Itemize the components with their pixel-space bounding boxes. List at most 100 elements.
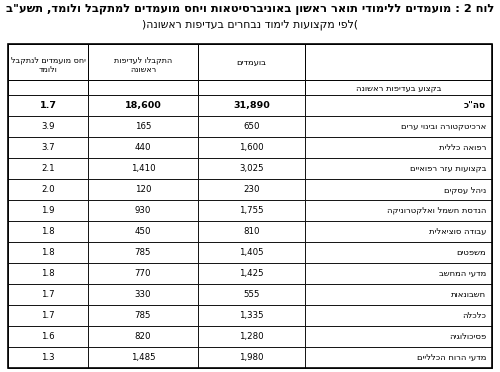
Bar bbox=[8, 284, 88, 305]
Bar bbox=[8, 179, 88, 200]
Text: 3.7: 3.7 bbox=[41, 143, 55, 152]
Text: 1,425: 1,425 bbox=[239, 269, 264, 278]
Bar bbox=[198, 263, 305, 284]
Text: 31,890: 31,890 bbox=[233, 101, 270, 110]
Text: הלכלכ: הלכלכ bbox=[462, 311, 486, 320]
Text: תופידעל ולבקתה: תופידעל ולבקתה bbox=[114, 55, 172, 64]
Bar bbox=[88, 200, 198, 221]
Bar bbox=[198, 242, 305, 263]
Bar bbox=[8, 242, 88, 263]
Bar bbox=[88, 242, 198, 263]
Text: 1,410: 1,410 bbox=[130, 164, 156, 173]
Bar bbox=[88, 158, 198, 179]
Text: 785: 785 bbox=[135, 248, 151, 257]
Text: םירע יוניבו הרוטקטיכרא: םירע יוניבו הרוטקטיכרא bbox=[401, 122, 486, 131]
Text: 1,980: 1,980 bbox=[240, 353, 264, 362]
Bar bbox=[8, 221, 88, 242]
Text: םיטפשמ: םיטפשמ bbox=[456, 248, 486, 257]
Text: 1.8: 1.8 bbox=[41, 269, 55, 278]
Bar bbox=[305, 242, 492, 263]
Text: 440: 440 bbox=[135, 143, 151, 152]
Text: 770: 770 bbox=[135, 269, 151, 278]
Bar bbox=[198, 137, 305, 158]
Bar bbox=[8, 44, 492, 368]
Bar bbox=[88, 263, 198, 284]
Text: כ"הס: כ"הס bbox=[464, 101, 486, 110]
Text: 1,600: 1,600 bbox=[239, 143, 264, 152]
Text: 1,755: 1,755 bbox=[239, 206, 264, 215]
Bar bbox=[198, 95, 305, 116]
Text: םידמעוב: םידמעוב bbox=[236, 58, 266, 67]
Text: 930: 930 bbox=[135, 206, 151, 215]
Text: תילאיצוס הדובע: תילאיצוס הדובע bbox=[428, 227, 486, 236]
Bar bbox=[8, 305, 88, 326]
Bar bbox=[305, 284, 492, 305]
Text: 555: 555 bbox=[243, 290, 260, 299]
Text: 1.7: 1.7 bbox=[41, 290, 55, 299]
Bar bbox=[198, 80, 305, 95]
Text: 18,600: 18,600 bbox=[124, 101, 162, 110]
Bar bbox=[8, 347, 88, 368]
Text: 2.0: 2.0 bbox=[41, 185, 55, 194]
Bar bbox=[305, 158, 492, 179]
Text: 1.7: 1.7 bbox=[41, 311, 55, 320]
Text: הקינורטקלאו למשח תסדנה: הקינורטקלאו למשח תסדנה bbox=[386, 206, 486, 215]
Bar bbox=[88, 179, 198, 200]
Bar bbox=[305, 305, 492, 326]
Bar bbox=[88, 80, 198, 95]
Text: 450: 450 bbox=[135, 227, 151, 236]
Text: םייללכה חורה יעדמ: םייללכה חורה יעדמ bbox=[416, 353, 486, 362]
Text: 1,280: 1,280 bbox=[239, 332, 264, 341]
Bar bbox=[305, 95, 492, 116]
Bar bbox=[305, 263, 492, 284]
Text: 1.7: 1.7 bbox=[40, 101, 56, 110]
Text: בשחמה יעדמ: בשחמה יעדמ bbox=[439, 269, 486, 278]
Text: 330: 330 bbox=[135, 290, 151, 299]
Bar bbox=[8, 80, 88, 95]
Bar bbox=[198, 44, 305, 80]
Text: )הנושאר תופידעב םירחבנ דומיל תועוצקמ יפל(: )הנושאר תופידעב םירחבנ דומיל תועוצקמ יפל… bbox=[142, 20, 358, 31]
Bar bbox=[305, 137, 492, 158]
Text: 1,335: 1,335 bbox=[239, 311, 264, 320]
Bar bbox=[305, 80, 492, 95]
Bar bbox=[198, 158, 305, 179]
Bar bbox=[8, 44, 88, 80]
Text: 230: 230 bbox=[243, 185, 260, 194]
Bar bbox=[8, 116, 88, 137]
Bar bbox=[8, 200, 88, 221]
Bar bbox=[305, 326, 492, 347]
Text: 120: 120 bbox=[135, 185, 151, 194]
Bar bbox=[305, 179, 492, 200]
Bar bbox=[88, 284, 198, 305]
Text: 650: 650 bbox=[243, 122, 260, 131]
Bar bbox=[305, 116, 492, 137]
Text: 785: 785 bbox=[135, 311, 151, 320]
Text: לבקתנל םידמעומ סחי: לבקתנל םידמעומ סחי bbox=[10, 55, 86, 64]
Bar bbox=[8, 158, 88, 179]
Text: הנושאר: הנושאר bbox=[130, 64, 156, 74]
Text: 810: 810 bbox=[243, 227, 260, 236]
Text: תיללכ האופר: תיללכ האופר bbox=[438, 143, 486, 152]
Bar bbox=[88, 137, 198, 158]
Text: 1.8: 1.8 bbox=[41, 248, 55, 257]
Bar bbox=[198, 179, 305, 200]
Text: 1.6: 1.6 bbox=[41, 332, 55, 341]
Bar bbox=[8, 263, 88, 284]
Text: 1,405: 1,405 bbox=[239, 248, 264, 257]
Bar bbox=[305, 200, 492, 221]
Text: 2.1: 2.1 bbox=[41, 164, 55, 173]
Text: דמולו: דמולו bbox=[38, 64, 58, 74]
Text: 3,025: 3,025 bbox=[239, 164, 264, 173]
Text: ב"עשת ,דמולו לבקתמל םידמעומ סחיו תואטיסרבינואב ןושאר ראות ידומילל םידמעומ : 2 חו: ב"עשת ,דמולו לבקתמל םידמעומ סחיו תואטיסר… bbox=[6, 4, 494, 15]
Bar bbox=[198, 305, 305, 326]
Text: 820: 820 bbox=[135, 332, 151, 341]
Bar bbox=[198, 200, 305, 221]
Text: םייאופר רזע תועוצקב: םייאופר רזע תועוצקב bbox=[410, 164, 486, 173]
Bar bbox=[8, 137, 88, 158]
Bar bbox=[305, 347, 492, 368]
Bar bbox=[88, 305, 198, 326]
Bar bbox=[198, 221, 305, 242]
Bar bbox=[305, 44, 492, 80]
Text: 1.8: 1.8 bbox=[41, 227, 55, 236]
Bar bbox=[8, 326, 88, 347]
